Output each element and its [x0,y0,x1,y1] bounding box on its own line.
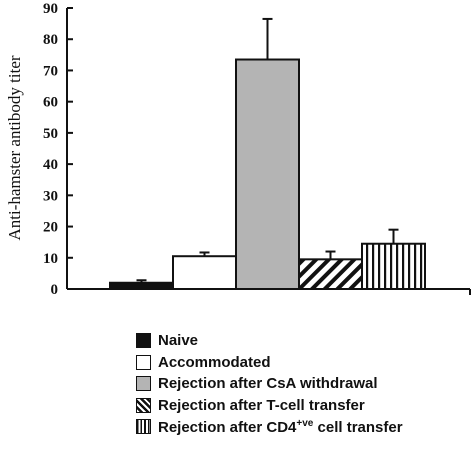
y-tick-label: 30 [43,188,58,204]
legend-label-t-cell-transfer: Rejection after T-cell transfer [158,396,365,414]
y-tick-label: 80 [43,32,58,48]
y-tick-label: 70 [43,63,58,79]
bar-2 [172,255,237,291]
bar-1 [109,281,174,290]
y-tick-label: 60 [43,95,58,111]
bar-4 [298,258,363,291]
legend-label-naive: Naive [158,332,199,350]
legend-label-csa-withdrawal: Rejection after CsA withdrawal [158,375,378,393]
y-tick-label: 0 [51,282,59,298]
legend-swatch-naive [136,333,151,349]
y-tick-label: 10 [43,251,58,267]
legend: Naive Accommodated Rejection after CsA w… [136,330,403,438]
bar-5 [361,242,426,291]
legend-item-cd4-cell-transfer: Rejection after CD4+ve cell transfer [136,416,403,438]
legend-item-t-cell-transfer: Rejection after T-cell transfer [136,395,403,417]
bar-3 [235,58,300,291]
legend-item-accommodated: Accommodated [136,352,403,374]
y-tick-label: 90 [43,1,58,17]
legend-item-csa-withdrawal: Rejection after CsA withdrawal [136,373,403,395]
legend-item-naive: Naive [136,330,403,352]
y-tick-label: 40 [43,157,58,173]
y-tick-label: 50 [43,126,58,142]
y-tick-label: 20 [43,220,58,236]
legend-swatch-t-cell-transfer [136,397,151,413]
legend-label-accommodated: Accommodated [158,353,271,371]
legend-swatch-cd4-cell-transfer [136,419,151,435]
legend-swatch-csa-withdrawal [136,376,151,392]
y-axis-title: Anti-hamster antibody titer [5,55,24,240]
legend-label-cd4-cell-transfer: Rejection after CD4+ve cell transfer [158,417,403,436]
bar-chart: 0 10 20 30 40 50 60 70 80 90 Anti-hamster antibod… [5,1,471,298]
legend-swatch-accommodated [136,354,151,370]
